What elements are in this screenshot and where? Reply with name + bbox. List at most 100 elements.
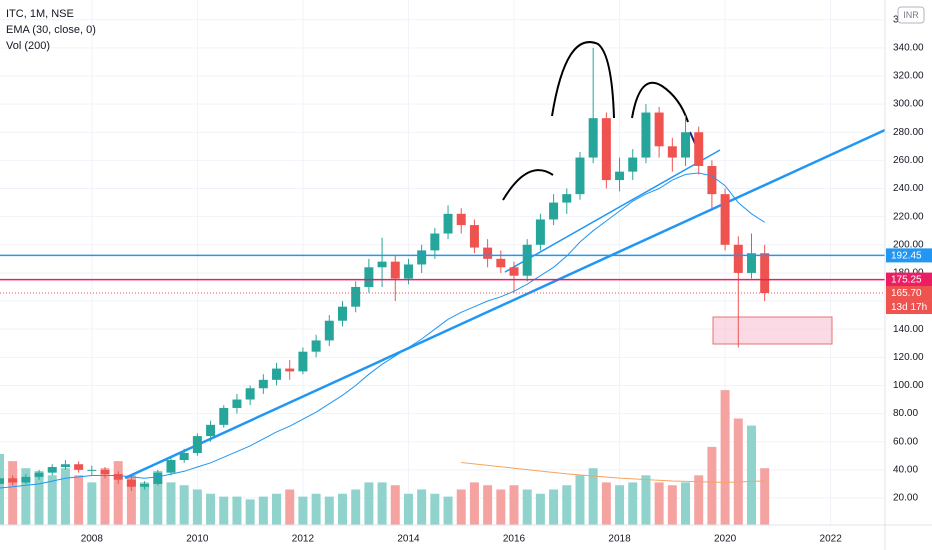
volume-bar: [21, 468, 31, 525]
candle-body: [206, 424, 216, 437]
volume-bar: [443, 496, 453, 525]
volume-bar: [562, 485, 572, 525]
candle-body: [364, 267, 374, 287]
candle-body: [324, 320, 334, 341]
candle-body: [140, 483, 150, 487]
currency-button[interactable]: [897, 6, 925, 24]
candle-body: [694, 132, 704, 166]
y-tick-label: 240.00: [893, 183, 924, 194]
volume-bar: [522, 489, 532, 525]
candle-body: [113, 474, 123, 480]
y-tick-label: 280.00: [893, 127, 924, 138]
candle-body: [232, 399, 242, 408]
countdown-tag: [886, 300, 932, 315]
volume-bar: [575, 475, 585, 525]
price-tag-label: 192.45: [891, 251, 922, 262]
volume-bar: [232, 496, 242, 525]
y-tick-label: 300.00: [893, 99, 924, 110]
candle-body: [74, 464, 84, 470]
volume-bar: [74, 475, 84, 525]
x-tick-label: 2016: [503, 534, 526, 545]
volume-bar: [509, 485, 519, 525]
candle-body: [509, 267, 519, 276]
candle-body: [496, 258, 506, 268]
legend-indicator: EMA (30, close, 0): [6, 24, 96, 36]
y-tick-label: 40.00: [893, 464, 918, 475]
candle-body: [443, 213, 453, 234]
volume-bar: [166, 482, 176, 525]
candle-body: [601, 118, 611, 181]
drawn-arc: [551, 41, 615, 119]
candle-body: [588, 118, 598, 158]
volume-bar: [324, 496, 334, 525]
volume-bar: [667, 485, 677, 525]
volume-bar: [694, 475, 704, 525]
volume-bar: [535, 493, 545, 525]
candle-body: [746, 253, 756, 273]
candle-body: [8, 478, 18, 483]
y-tick-label: 320.00: [893, 71, 924, 82]
y-tick-label: 60.00: [893, 436, 918, 447]
volume-bar: [311, 493, 321, 525]
candle-body: [483, 247, 493, 259]
volume-bar: [615, 485, 625, 525]
candle-body: [575, 157, 585, 195]
volume-bar: [733, 418, 743, 525]
candle-body: [469, 225, 479, 248]
candle-body: [403, 264, 413, 279]
y-tick-label: 100.00: [893, 380, 924, 391]
candle-body: [126, 479, 136, 487]
candle-body: [615, 171, 625, 181]
candle-body: [298, 351, 308, 372]
candle-body: [47, 467, 57, 473]
candle-body: [21, 476, 31, 483]
currency-label[interactable]: INR: [903, 10, 919, 20]
volume-bar: [192, 489, 202, 525]
volume-bar: [126, 475, 136, 525]
candle-body: [681, 132, 691, 158]
legend-title: ITC, 1M, NSE: [6, 8, 74, 20]
volume-bar: [272, 493, 282, 525]
y-tick-label: 340.00: [893, 42, 924, 53]
volume-bar: [549, 489, 559, 525]
volume-bar: [140, 482, 150, 525]
trend-line: [504, 149, 721, 273]
candle-body: [535, 219, 545, 245]
volume-bar: [0, 454, 4, 525]
price-pane: [0, 47, 885, 491]
x-tick-label: 2008: [81, 534, 104, 545]
volume-bar: [496, 489, 506, 525]
candle-body: [549, 202, 559, 220]
volume-bar: [34, 471, 44, 525]
volume-bar: [654, 482, 664, 525]
volume-bar: [8, 461, 18, 525]
volume-bar: [588, 468, 598, 525]
volume-bar: [417, 489, 427, 525]
axes: 20.00 40.00 60.00 80.00 100.00 120.00 140.00 16…: [81, 14, 932, 545]
volume-bar: [746, 425, 756, 525]
candle-body: [100, 469, 110, 475]
volume-bar: [377, 482, 387, 525]
candle-body: [522, 244, 532, 276]
volume-bar: [47, 475, 57, 525]
candle-body: [456, 213, 466, 226]
candle-body: [417, 250, 427, 265]
volume-bar: [390, 485, 400, 525]
x-tick-label: 2014: [397, 534, 420, 545]
y-tick-label: 220.00: [893, 211, 924, 222]
candle-body: [390, 261, 400, 279]
volume-bar: [707, 446, 717, 525]
volume-bar: [364, 482, 374, 525]
drawn-arc: [502, 169, 554, 201]
volume-bar: [483, 485, 493, 525]
volume-bar: [681, 482, 691, 525]
legend-indicator: Vol (200): [6, 40, 50, 52]
price-tag-label: 165.70: [891, 288, 922, 299]
candle-body: [628, 157, 638, 172]
drawings: [124, 41, 886, 480]
candle-body: [179, 452, 189, 461]
volume-bar: [403, 493, 413, 525]
grid: [0, 0, 885, 525]
ema-line: [0, 172, 765, 489]
